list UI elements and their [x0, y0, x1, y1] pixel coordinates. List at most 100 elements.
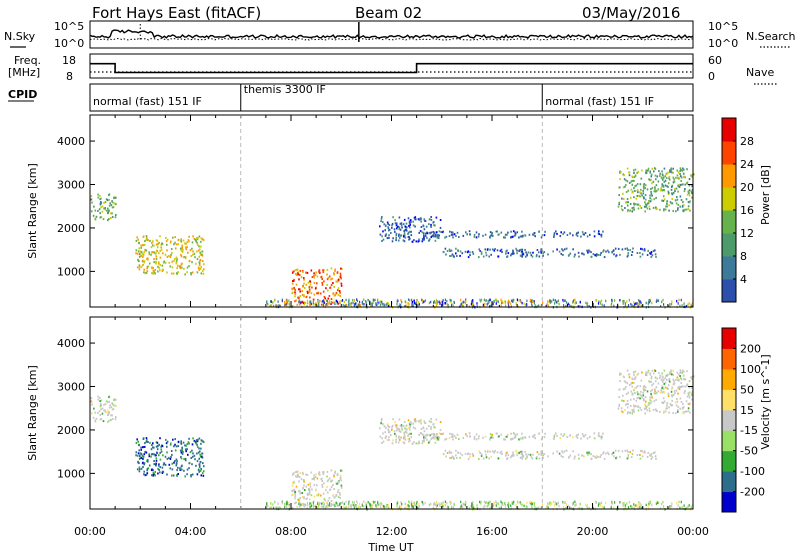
power-cell — [518, 250, 520, 253]
power-cell — [450, 233, 453, 236]
velocity-cell — [665, 407, 667, 410]
cpid-segment-label: normal (fast) 151 IF — [93, 95, 202, 108]
power-cell — [110, 212, 112, 215]
power-cell — [294, 293, 297, 296]
power-cell — [662, 298, 664, 302]
power-cell — [336, 289, 339, 292]
power-cell — [689, 209, 691, 212]
velocity-cell — [315, 504, 317, 507]
power-cell — [676, 174, 679, 177]
power-cell — [667, 190, 670, 193]
power-cell — [671, 197, 673, 200]
power-cell — [405, 301, 407, 304]
power-cell — [503, 236, 505, 239]
power-cell — [536, 254, 538, 257]
velocity-cell — [681, 407, 684, 410]
power-cell — [668, 209, 670, 212]
power-cell — [593, 235, 596, 238]
power-cell — [534, 235, 536, 238]
velocity-cell — [585, 503, 587, 507]
velocity-cell — [193, 454, 196, 457]
power-cell — [673, 180, 676, 183]
velocity-cell — [631, 381, 633, 384]
power-cell — [174, 241, 176, 244]
power-cell — [382, 230, 384, 233]
power-cell — [552, 298, 554, 302]
power-cell — [170, 248, 173, 250]
velocity-cell — [196, 473, 199, 476]
power-cell — [313, 293, 316, 296]
power-cell — [572, 248, 574, 251]
x-axis-label: Time UT — [367, 541, 413, 554]
power-cell — [480, 252, 483, 255]
velocity-cell — [278, 506, 280, 509]
power-cell — [323, 295, 326, 298]
velocity-cell — [659, 391, 662, 394]
power-cell — [177, 271, 179, 273]
velocity-cell — [423, 436, 425, 439]
velocity-cell — [392, 439, 394, 442]
velocity-cell — [302, 473, 304, 476]
power-cell — [655, 178, 657, 181]
velocity-cell — [151, 474, 153, 477]
velocity-cell — [668, 379, 670, 382]
power-cell — [361, 302, 363, 305]
velocity-cell — [390, 434, 392, 436]
velocity-cell — [464, 503, 466, 507]
power-cell — [186, 266, 189, 269]
velocity-cell — [184, 475, 186, 478]
power-cell — [438, 234, 440, 237]
velocity-cell — [337, 504, 339, 507]
velocity-cell — [153, 453, 156, 456]
velocity-cell — [681, 371, 684, 374]
power-cell — [545, 304, 547, 308]
power-cell — [421, 240, 424, 243]
velocity-cell — [430, 420, 433, 423]
power-cell — [446, 299, 448, 303]
power-cell — [587, 305, 589, 308]
power-cell — [295, 283, 298, 286]
power-cell — [379, 233, 382, 236]
power-cell — [161, 243, 164, 246]
power-cell — [682, 172, 685, 175]
velocity-cell — [336, 491, 339, 494]
velocity-cell — [670, 369, 672, 372]
power-cell — [668, 178, 671, 181]
velocity-cell — [619, 380, 621, 383]
velocity-cell — [488, 500, 491, 504]
power-cell — [335, 291, 338, 294]
power-cell — [375, 302, 377, 305]
power-cell — [434, 235, 437, 238]
power-cell — [645, 205, 648, 208]
velocity-cell — [435, 418, 438, 421]
velocity-cell — [676, 398, 678, 400]
velocity-cell — [199, 460, 202, 463]
power-cell — [673, 178, 675, 181]
power-cell — [524, 234, 527, 237]
velocity-cell — [627, 411, 629, 414]
power-cell — [145, 238, 148, 241]
power-cell — [151, 244, 154, 247]
velocity-cell — [593, 437, 596, 440]
velocity-cell — [687, 505, 689, 509]
velocity-cell — [105, 400, 108, 403]
velocity-cell — [298, 476, 301, 478]
velocity-cell — [521, 503, 523, 507]
power-cell — [314, 274, 317, 277]
power-cell — [491, 232, 493, 235]
velocity-cell — [617, 407, 620, 410]
power-cell — [91, 201, 93, 204]
velocity-cell — [176, 469, 178, 472]
velocity-cell — [150, 455, 152, 458]
power-cell — [273, 304, 275, 308]
power-cell — [565, 301, 568, 304]
power-cell — [622, 300, 624, 303]
velocity-cell — [673, 382, 676, 385]
power-cell — [635, 184, 638, 187]
velocity-cell — [521, 432, 523, 435]
velocity-cell — [464, 452, 467, 455]
velocity-cell — [381, 504, 383, 508]
power-cell — [679, 169, 681, 172]
velocity-cell — [691, 398, 693, 401]
